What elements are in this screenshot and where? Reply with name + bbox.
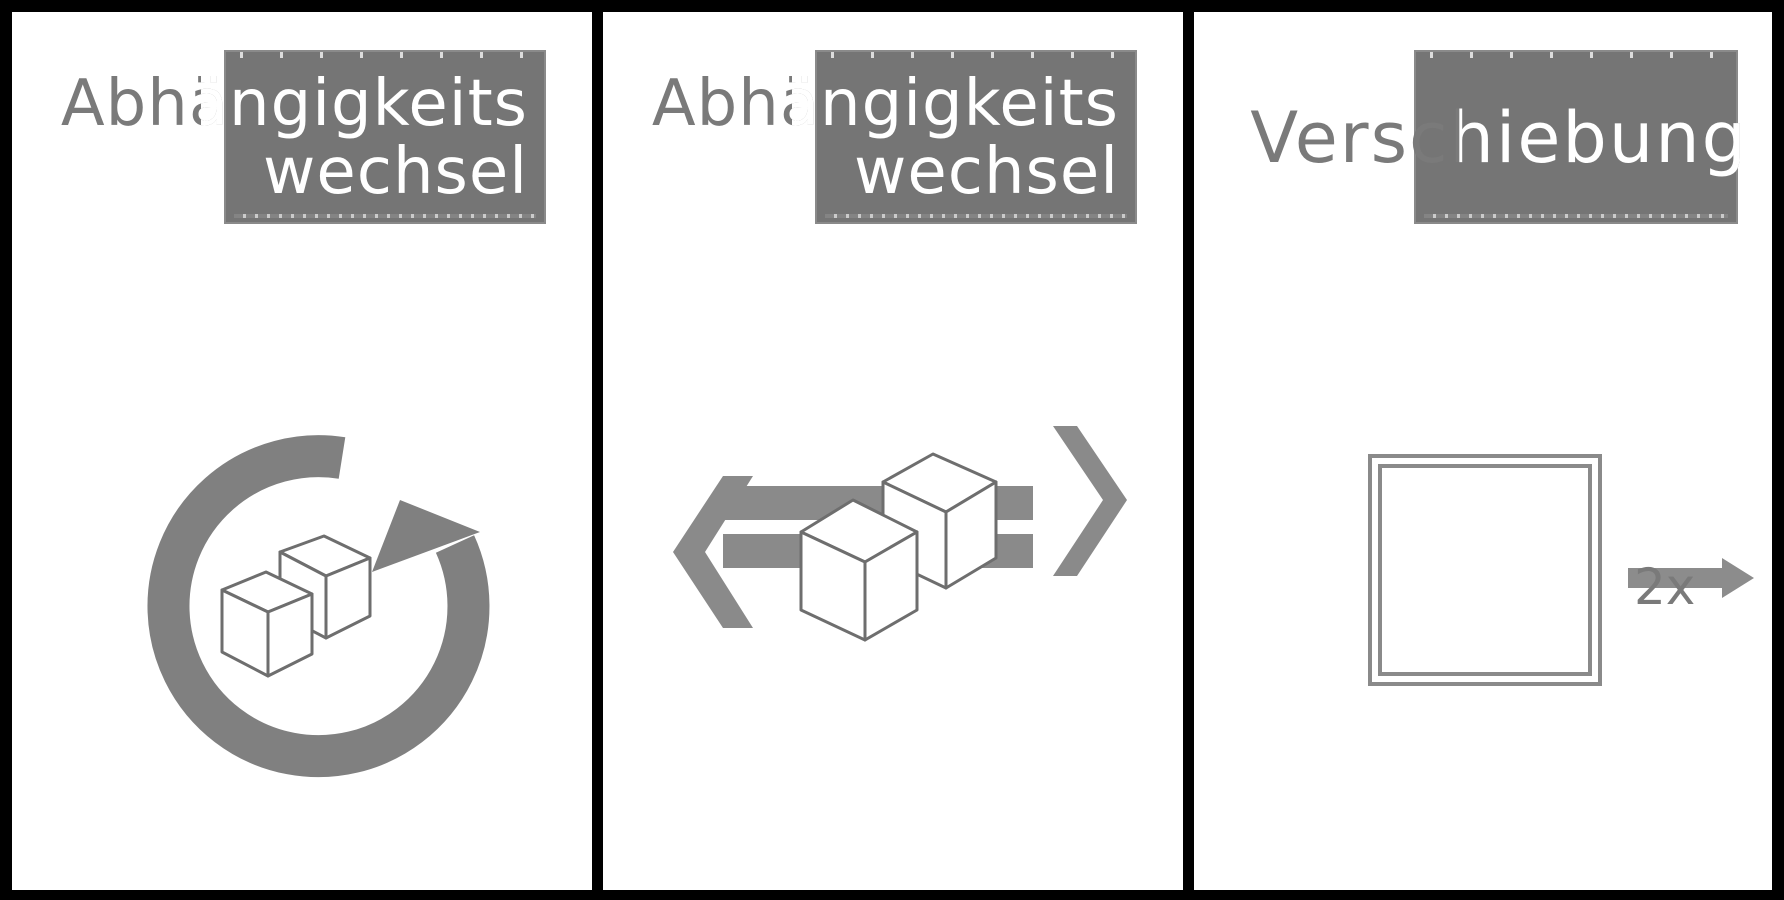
card-title-highlight: Abhängigkeits wechsel [60, 67, 528, 141]
card-title-highlight: Verschiebung [1250, 97, 1748, 179]
card-dependency-change-rotate[interactable]: Abhängigkeits wechsel Abhängigkeits wech… [12, 12, 592, 890]
multiplier-label: 2x [1634, 558, 1695, 616]
card-shift[interactable]: Verschiebung Verschiebung 2x [1194, 12, 1772, 890]
cubes-rotate-icon [147, 435, 490, 778]
card-title-line2: wechsel [854, 135, 1119, 209]
card-title-line1: Abhängigkeits [60, 67, 528, 141]
card-title: Abhängigkeits wechsel [61, 70, 528, 206]
card-title-line2: wechsel [263, 135, 528, 209]
cubes-slide-icon [673, 426, 1127, 642]
card-title-line1: Abhängigkeits [651, 67, 1119, 141]
card-title: Abhängigkeits wechsel [652, 70, 1119, 206]
title-banner [817, 52, 1135, 222]
card-title-highlight: Abhängigkeits wechsel [651, 67, 1119, 141]
square-shift-icon: 2x [1368, 454, 1754, 686]
title-banner [1416, 52, 1736, 222]
card-title: Verschiebung [1250, 97, 1748, 179]
card-dependency-change-slide[interactable]: Abhängigkeits wechsel Abhängigkeits wech… [603, 12, 1183, 890]
title-banner [226, 52, 544, 222]
